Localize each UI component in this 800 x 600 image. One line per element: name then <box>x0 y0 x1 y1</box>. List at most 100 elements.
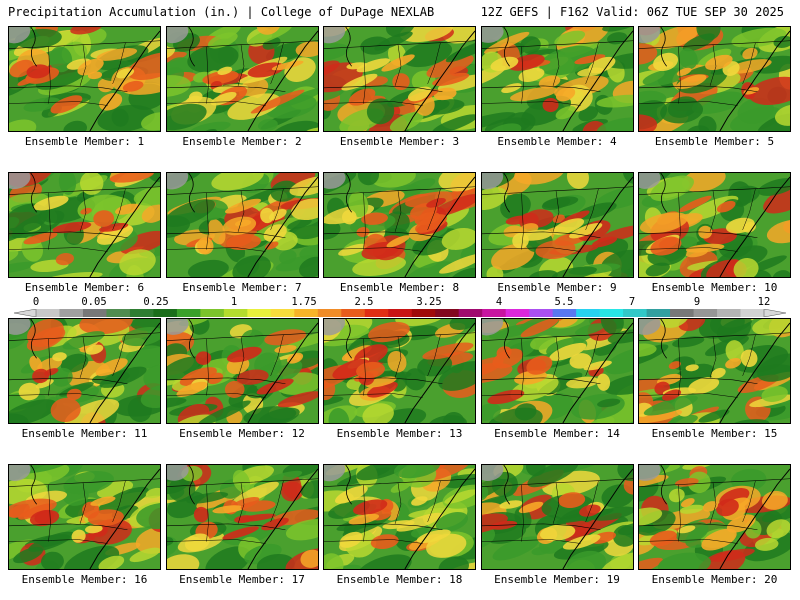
ensemble-panel: Ensemble Member: 2 <box>165 26 319 158</box>
great-lakes-outline <box>30 465 37 505</box>
great-lakes-outline <box>660 27 667 67</box>
great-lakes-outline <box>345 465 352 505</box>
coastline <box>89 322 160 423</box>
colorbar-swatch <box>82 309 107 317</box>
precip-map <box>8 318 161 424</box>
great-lakes-outline <box>30 27 37 67</box>
precip-map <box>480 318 634 424</box>
colorbar-low-arrow <box>14 309 37 317</box>
ensemble-panel: Ensemble Member: 9 <box>480 172 634 304</box>
panel-label: Ensemble Member: 8 <box>339 281 460 294</box>
colorbar-tick-label: 12 <box>757 296 771 308</box>
colorbar-swatch <box>129 309 154 317</box>
colorbar-swatch <box>717 309 742 317</box>
coastline <box>404 176 475 277</box>
colorbar-swatch <box>435 309 460 317</box>
ensemble-panel: Ensemble Member: 12 <box>165 318 319 450</box>
great-lakes-outline <box>187 27 195 67</box>
precip-map <box>480 172 634 278</box>
great-lakes-outline <box>660 173 667 213</box>
colorbar-tick-label: 0.05 <box>81 296 107 308</box>
ensemble-panel: Ensemble Member: 11 <box>8 318 161 450</box>
colorbar-swatch <box>599 309 624 317</box>
ensemble-panel: Ensemble Member: 19 <box>480 464 634 596</box>
colorbar-swatch <box>223 309 248 317</box>
great-lakes-outline <box>502 465 510 505</box>
colorbar-swatch <box>623 309 648 317</box>
coastline <box>246 468 318 569</box>
panel-label: Ensemble Member: 17 <box>179 573 305 586</box>
coastline <box>89 30 160 131</box>
great-lakes-outline <box>502 173 510 213</box>
coastline <box>404 30 475 131</box>
colorbar-high-arrow <box>763 309 786 317</box>
colorbar-swatch <box>576 309 601 317</box>
precip-map <box>8 464 161 570</box>
ensemble-panel: Ensemble Member: 16 <box>8 464 161 596</box>
precip-map <box>8 172 161 278</box>
panel-label: Ensemble Member: 4 <box>497 135 617 148</box>
colorbar-swatch <box>106 309 131 317</box>
great-lakes-outline <box>345 319 352 359</box>
colorbar-swatch <box>482 309 507 317</box>
coastline <box>719 322 790 423</box>
precip-map <box>323 26 476 132</box>
ensemble-panel: Ensemble Member: 3 <box>323 26 476 158</box>
colorbar-swatch <box>59 309 84 317</box>
precip-map <box>638 464 791 570</box>
precip-map <box>638 26 791 132</box>
colorbar-swatch <box>552 309 577 317</box>
ensemble-panel: Ensemble Member: 18 <box>323 464 476 596</box>
precip-map <box>323 172 476 278</box>
colorbar-strip <box>14 309 786 317</box>
colorbar-swatch <box>36 309 60 317</box>
coastline <box>561 468 633 569</box>
colorbar-swatch <box>388 309 413 317</box>
panel-label: Ensemble Member: 9 <box>497 281 617 294</box>
colorbar-swatch <box>341 309 366 317</box>
precip-map <box>165 464 319 570</box>
colorbar-tick-label: 1.75 <box>291 296 317 308</box>
colorbar-tick-label: 0.25 <box>143 296 169 308</box>
ensemble-panel: Ensemble Member: 4 <box>480 26 634 158</box>
colorbar-tick-label: 5.5 <box>554 296 574 308</box>
precip-map <box>638 318 791 424</box>
colorbar-tick-label: 2.5 <box>354 296 374 308</box>
coastline <box>561 322 633 423</box>
panel-label: Ensemble Member: 14 <box>494 427 620 440</box>
precip-colorbar: 0 0.05 0.25 1 1.75 2.5 3.25 4 5.5 7 9 12 <box>14 296 786 320</box>
panel-label: Ensemble Member: 10 <box>651 281 778 294</box>
panel-label: Ensemble Member: 3 <box>339 135 460 148</box>
precip-map <box>8 26 161 132</box>
ensemble-panel: Ensemble Member: 1 <box>8 26 161 158</box>
panel-label: Ensemble Member: 18 <box>336 573 463 586</box>
panel-label: Ensemble Member: 2 <box>182 135 302 148</box>
coastline <box>89 468 160 569</box>
coastline <box>246 30 318 131</box>
great-lakes-outline <box>345 27 352 67</box>
panel-label: Ensemble Member: 1 <box>24 135 145 148</box>
precip-map <box>165 26 319 132</box>
great-lakes-outline <box>502 319 510 359</box>
colorbar-swatch <box>294 309 319 317</box>
colorbar-swatch <box>270 309 295 317</box>
colorbar-swatch <box>505 309 530 317</box>
precip-map <box>638 172 791 278</box>
great-lakes-outline <box>660 465 667 505</box>
panel-label: Ensemble Member: 7 <box>182 281 302 294</box>
panel-label: Ensemble Member: 13 <box>336 427 463 440</box>
colorbar-swatch <box>670 309 695 317</box>
colorbar-tick-label: 4 <box>495 296 503 308</box>
ensemble-panel: Ensemble Member: 14 <box>480 318 634 450</box>
precip-map <box>480 26 634 132</box>
great-lakes-outline <box>187 173 195 213</box>
ensemble-panel: Ensemble Member: 13 <box>323 318 476 450</box>
colorbar-swatch <box>153 309 178 317</box>
ensemble-panel: Ensemble Member: 10 <box>638 172 791 304</box>
great-lakes-outline <box>187 319 195 359</box>
panel-label: Ensemble Member: 12 <box>179 427 305 440</box>
colorbar-tick-label: 7 <box>628 296 636 308</box>
coastline <box>404 322 475 423</box>
panel-label: Ensemble Member: 20 <box>651 573 778 586</box>
coastline <box>404 468 475 569</box>
